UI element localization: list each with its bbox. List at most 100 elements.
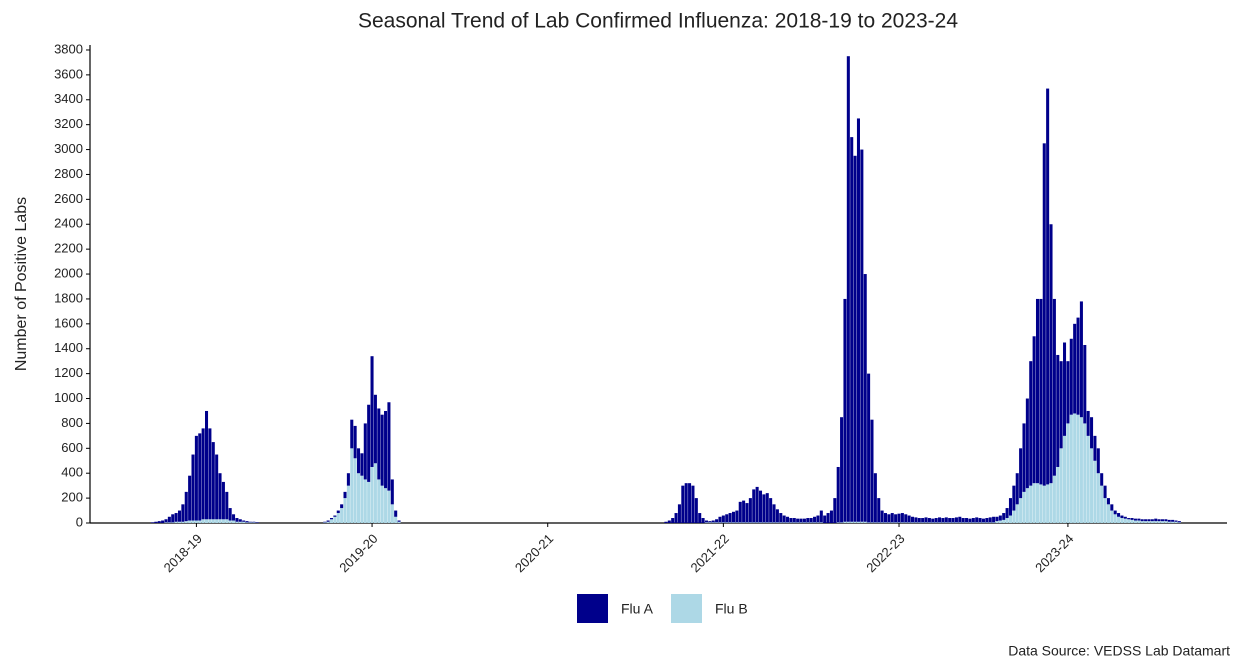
bar-segment xyxy=(370,466,374,523)
bar-segment xyxy=(938,522,942,523)
bar-segment xyxy=(853,155,857,522)
bar-segment xyxy=(971,518,975,523)
bar-segment xyxy=(387,402,391,491)
bar-segment xyxy=(748,522,752,523)
bar-segment xyxy=(329,518,334,520)
bar-segment xyxy=(978,522,982,523)
bar-segment xyxy=(181,504,185,522)
bar-segment xyxy=(1160,521,1165,523)
bar-segment xyxy=(1059,448,1063,523)
bar-segment xyxy=(931,522,935,523)
bar-segment xyxy=(387,490,391,523)
bar-segment xyxy=(981,522,985,523)
bar-segment xyxy=(752,522,756,523)
bar-segment xyxy=(194,435,198,521)
bar-segment xyxy=(745,503,749,523)
bar-segment xyxy=(184,491,188,522)
bar-segment xyxy=(255,522,259,523)
bar-segment xyxy=(873,522,877,523)
bar-segment xyxy=(975,522,979,523)
bar-segment xyxy=(1015,504,1019,523)
bar-segment xyxy=(1012,485,1016,511)
bar-segment xyxy=(917,522,921,523)
bar-segment xyxy=(944,517,948,523)
bar-segment xyxy=(181,521,185,523)
bar-segment xyxy=(992,516,996,523)
bar-segment xyxy=(954,517,958,523)
bar-segment xyxy=(860,149,864,522)
bar-segment xyxy=(809,522,813,523)
bar-segment xyxy=(867,522,871,523)
bar-segment xyxy=(370,356,374,467)
x-tick-label: 2021-22 xyxy=(688,531,732,575)
bar-segment xyxy=(1005,508,1009,519)
y-tick-label: 2400 xyxy=(54,216,83,231)
bar-segment xyxy=(823,515,827,523)
bar-segment xyxy=(1069,414,1073,523)
bar-segment xyxy=(1076,414,1080,523)
bar-segment xyxy=(900,513,904,523)
bar-segment xyxy=(174,521,178,523)
bar-segment xyxy=(1154,518,1158,522)
bar-segment xyxy=(1160,519,1165,522)
y-tick-label: 200 xyxy=(61,490,83,505)
bar-segment xyxy=(951,518,955,523)
bar-segment xyxy=(198,433,202,521)
bar-segment xyxy=(708,521,712,523)
y-tick-label: 2200 xyxy=(54,241,83,256)
x-tick-label: 2019-20 xyxy=(336,531,380,575)
bar-segment xyxy=(384,410,388,489)
bar-segment xyxy=(836,522,840,523)
bar-segment xyxy=(789,518,793,523)
bar-segment xyxy=(1174,521,1178,523)
bar-segment xyxy=(380,485,384,523)
y-tick-label: 0 xyxy=(76,514,83,529)
y-tick-label: 400 xyxy=(61,465,83,480)
bar-segment xyxy=(1137,520,1141,523)
bar-segment xyxy=(704,522,708,523)
bar-segment xyxy=(806,522,810,523)
bar-segment xyxy=(772,504,776,523)
bar-segment xyxy=(1073,323,1077,414)
bar-segment xyxy=(762,522,766,523)
bar-segment xyxy=(1056,354,1060,467)
bar-segment xyxy=(1029,485,1033,523)
bar-segment xyxy=(958,522,962,523)
bar-segment xyxy=(235,518,239,522)
bar-segment xyxy=(938,517,942,523)
bar-segment xyxy=(701,518,705,523)
bar-segment xyxy=(948,518,952,523)
bar-segment xyxy=(819,510,823,523)
bar-segment xyxy=(992,522,996,523)
bar-segment xyxy=(840,522,844,523)
bar-segment xyxy=(671,518,675,523)
bar-segment xyxy=(934,522,938,523)
bar-segment xyxy=(1056,466,1060,523)
bar-segment xyxy=(1123,516,1127,519)
bar-segment xyxy=(188,520,192,523)
bar-segment xyxy=(1086,410,1090,436)
bar-segment xyxy=(1025,398,1029,489)
bar-segment xyxy=(758,522,763,523)
bar-segment xyxy=(745,522,749,523)
bar-segment xyxy=(1150,519,1154,522)
bar-segment xyxy=(907,522,911,523)
bar-segment xyxy=(1103,485,1107,499)
bar-segment xyxy=(694,498,698,523)
bar-segment xyxy=(735,510,739,523)
bar-segment xyxy=(323,521,327,523)
bar-segment xyxy=(1171,521,1175,523)
bar-segment xyxy=(856,118,860,522)
bar-segment xyxy=(1113,510,1117,515)
bar-segment xyxy=(880,510,884,523)
bar-segment xyxy=(1164,521,1168,523)
bar-segment xyxy=(198,520,202,523)
bar-segment xyxy=(921,518,925,523)
bar-segment xyxy=(218,473,222,520)
bar-segment xyxy=(728,522,732,523)
bar-segment xyxy=(813,522,817,523)
bar-segment xyxy=(904,514,908,523)
bar-segment xyxy=(1069,338,1073,415)
bar-segment xyxy=(667,520,671,523)
bar-segment xyxy=(826,513,830,523)
